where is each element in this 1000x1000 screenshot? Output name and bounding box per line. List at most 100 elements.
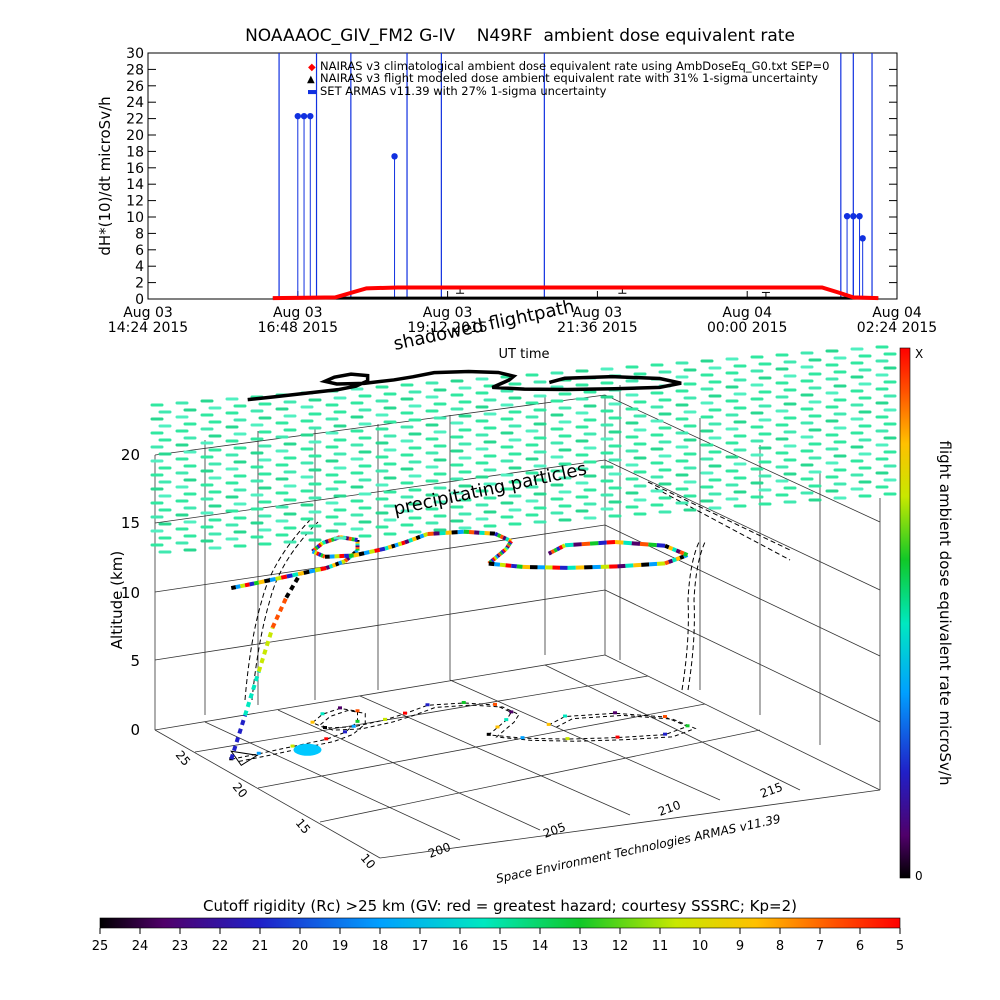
flightpath-segment: [368, 548, 376, 555]
flightpath-segment: [631, 541, 641, 546]
cutoff-tick-label-8: 8: [776, 939, 784, 954]
y-tick-label-2: 2: [135, 276, 144, 292]
cutoff-colorbar-ticks: 25 24 23 22 21 20 19 18 17 16 15 14 13 12 11 10 9 8 7 6 5: [92, 928, 904, 954]
dose-colorbar-label: flight ambient dose equivalent rate micr…: [936, 441, 954, 786]
flightpath-climb: [229, 714, 247, 760]
ground-track-speck: [355, 709, 360, 713]
y-tick-label-12: 12: [126, 194, 144, 210]
flightpath-segment: [322, 554, 326, 559]
ground-track-speck: [546, 722, 551, 726]
cutoff-tick-label-19: 19: [332, 939, 349, 954]
flightpath-segment: [269, 576, 277, 583]
ground-track-speck: [343, 730, 347, 734]
legend-entry-nairas-clim: NAIRAS v3 climatological ambient dose eq…: [320, 59, 829, 73]
flightpath-climb: [284, 573, 302, 599]
y-tick-label-24: 24: [126, 95, 144, 111]
ground-track-speck: [355, 719, 360, 723]
flightpath-segment: [494, 562, 501, 567]
cutoff-tick-label-11: 11: [652, 939, 669, 954]
flightpath-segment: [327, 538, 332, 543]
armas-point: [300, 112, 308, 120]
y-tick-label-4: 4: [135, 259, 144, 275]
y-tick-label-20: 20: [126, 128, 144, 144]
y-tick-label-8: 8: [135, 226, 144, 242]
flightpath-segment: [671, 557, 677, 563]
flightpath-segment: [353, 552, 360, 558]
flightpath-segment: [493, 555, 498, 561]
flightpath-segment: [292, 572, 299, 578]
flightpath-segment: [384, 545, 389, 551]
ground-track-speck: [493, 702, 497, 706]
flightpath-segment: [379, 546, 386, 552]
flightpath-segment: [324, 539, 329, 544]
lat-tick-15: 15: [293, 816, 314, 837]
ground-track-speck: [403, 711, 407, 715]
flightpath-segment: [401, 540, 406, 546]
cutoff-tick-label-7: 7: [816, 939, 824, 954]
armas-point: [391, 153, 398, 160]
flightpath-segment: [341, 559, 346, 565]
lat-tick-25: 25: [173, 748, 194, 769]
flightpath-segment: [499, 534, 504, 540]
cutoff-tick-label-16: 16: [452, 939, 469, 954]
ground-track-speck: [310, 720, 315, 724]
x-tick-label-line1: Aug 04: [722, 305, 772, 321]
flightpath-segment: [561, 543, 566, 549]
flightpath-segment: [511, 563, 518, 569]
x-tick-label-line1: Aug 03: [423, 305, 473, 321]
legend-entry-armas: SET ARMAS v11.39 with 27% 1-sigma uncert…: [320, 84, 607, 98]
cutoff-tick-label-24: 24: [132, 939, 149, 954]
ground-cyan-patch: [293, 743, 322, 756]
flightpath-segment: [682, 551, 689, 557]
cutoff-colorbar-label: Cutoff rigidity (Rc) >25 km (GV: red = g…: [203, 897, 797, 915]
y-tick-label-6: 6: [135, 243, 144, 259]
cutoff-tick-label-12: 12: [612, 939, 629, 954]
ground-track-speck: [520, 736, 525, 740]
flightpath-segment: [244, 582, 250, 588]
flightpath-segment: [415, 534, 421, 541]
ground-track-line-shadow: [238, 704, 697, 762]
flightpath-segment: [496, 533, 502, 538]
armas-point: [859, 235, 866, 242]
flightpath-segment: [374, 547, 381, 553]
cutoff-tick-label-14: 14: [532, 939, 549, 954]
top-x-axis-label: UT time: [499, 347, 550, 362]
drop-lines: [244, 481, 791, 701]
flightpath-segment: [354, 549, 359, 554]
dose-colorbar-min: 0: [915, 869, 923, 883]
flightpath-segment: [564, 542, 574, 548]
armas-point: [843, 212, 851, 220]
cutoff-tick-label-18: 18: [372, 939, 389, 954]
cutoff-tick-label-20: 20: [292, 939, 309, 954]
flightpath-segment: [303, 569, 310, 575]
x-tick-label-line2: 16:48 2015: [258, 320, 338, 336]
flightpath-segment: [308, 568, 316, 574]
legend-marker-nairas-clim: ◆: [308, 62, 316, 73]
ground-track-speck: [615, 735, 620, 739]
armas-point: [856, 212, 863, 220]
x-tick-label-line2: 14:24 2015: [108, 320, 188, 336]
flightpath-segment: [230, 585, 237, 590]
lat-tick-10: 10: [358, 851, 379, 872]
legend-entry-nairas-flight: NAIRAS v3 flight modeled dose ambient eq…: [320, 71, 818, 85]
flightpath-segment: [581, 541, 591, 547]
flightpath-segment: [506, 543, 511, 548]
x-tick-label-line2: 00:00 2015: [707, 320, 787, 336]
flightpath-segment: [240, 583, 246, 589]
flightpath-segment: [320, 553, 324, 558]
flightpath-segment: [516, 564, 523, 569]
armas-point: [294, 112, 301, 120]
flightpath-segment: [606, 540, 616, 545]
ground-track-line: [231, 702, 689, 760]
flightpath-climb: [270, 596, 289, 629]
dose-colorbar: X 0 flight ambient dose equivalent rate …: [899, 347, 954, 883]
y-tick-label-22: 22: [126, 112, 144, 128]
flightpath-segment: [507, 542, 512, 547]
flightpath-segment: [505, 545, 510, 549]
flightpath-segment: [497, 552, 502, 557]
flightpath-segment: [275, 575, 282, 581]
cutoff-rigidity-field: [150, 345, 897, 554]
flightpath-segment: [499, 562, 506, 568]
flightpath-segment: [499, 551, 504, 556]
flightpath-segment: [614, 540, 624, 545]
